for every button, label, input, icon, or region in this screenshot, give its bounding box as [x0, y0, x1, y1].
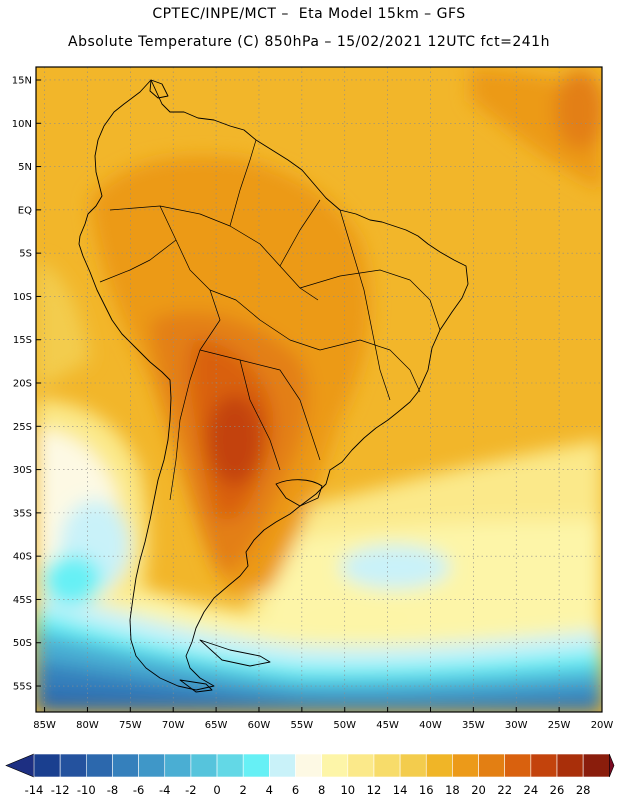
colorbar-box	[138, 753, 166, 778]
colorbar-box	[33, 753, 61, 778]
colorbar-label: -14	[25, 783, 44, 797]
colorbar-under-arrow	[5, 753, 35, 778]
colorbar-box	[86, 753, 113, 778]
lat-label: 5S	[19, 249, 32, 260]
lat-label: 15N	[12, 75, 32, 86]
colorbar-box	[112, 753, 139, 778]
lat-label: 20S	[13, 379, 32, 390]
colorbar-box	[556, 753, 584, 778]
colorbar-label: 4	[266, 783, 273, 797]
colorbar-label: 10	[340, 783, 355, 797]
lon-label: 60W	[248, 720, 271, 731]
colorbar-box	[164, 753, 192, 778]
colorbar-boxes	[5, 753, 615, 778]
colorbar-labels: -14 -12 -10 -8 -6 -4 -2 0 2 4 6 8 10 12 14 16 18 20 22 24 26…	[25, 783, 591, 797]
colorbar-label: -6	[133, 783, 144, 797]
colorbar-box	[216, 753, 244, 778]
lat-label: 50S	[13, 638, 32, 649]
colorbar-label: 6	[292, 783, 299, 797]
lon-label: 40W	[419, 720, 442, 731]
colorbar-label: 16	[419, 783, 434, 797]
colorbar-label: 18	[445, 783, 460, 797]
colorbar-box	[452, 753, 479, 778]
colorbar-label: 26	[550, 783, 565, 797]
colorbar: -14 -12 -10 -8 -6 -4 -2 0 2 4 6 8 10 12 14 16 18 20 22 24 26…	[5, 753, 615, 797]
lat-label: 35S	[13, 508, 32, 519]
longitude-axis: 85W 80W 75W 70W 65W 60W 55W 50W 45W 40W 35W 30W 25W 2…	[33, 707, 613, 731]
coastline	[78, 79, 469, 693]
colorbar-box	[295, 753, 322, 778]
lat-label: 55S	[13, 682, 32, 693]
map-title-line1: CPTEC/INPE/MCT – Eta Model 15km – GFS	[152, 6, 466, 22]
colorbar-box	[399, 753, 427, 778]
colorbar-box	[425, 753, 453, 778]
colorbar-label: -8	[107, 783, 118, 797]
lon-label: 45W	[376, 720, 399, 731]
colorbar-label: 8	[318, 783, 325, 797]
lon-label: 35W	[462, 720, 485, 731]
lon-label: 70W	[162, 720, 185, 731]
colorbar-label: 24	[524, 783, 539, 797]
colorbar-box	[59, 753, 87, 778]
latitude-axis: 15N 10N 5N EQ 5S 10S 15S 20S 25S 30S 35S 40S 45S 50S 5…	[12, 75, 41, 693]
lat-label: 25S	[13, 422, 32, 433]
colorbar-box	[242, 753, 270, 778]
lon-label: 55W	[291, 720, 314, 731]
colorbar-label: -4	[159, 783, 170, 797]
lat-label: 10N	[12, 119, 32, 130]
lon-label: 50W	[333, 720, 356, 731]
colorbar-box	[582, 753, 610, 778]
lat-label: EQ	[18, 205, 32, 216]
colorbar-label: 2	[240, 783, 247, 797]
colorbar-box	[373, 753, 401, 778]
temperature-field	[36, 67, 602, 712]
lat-label: 10S	[13, 292, 32, 303]
colorbar-box	[347, 753, 375, 778]
colorbar-box	[269, 753, 296, 778]
lon-label: 80W	[76, 720, 99, 731]
colorbar-box	[504, 753, 532, 778]
lat-label: 15S	[13, 335, 32, 346]
lat-label: 40S	[13, 552, 32, 563]
colorbar-box	[478, 753, 505, 778]
lon-label: 65W	[205, 720, 228, 731]
lat-label: 5N	[18, 162, 32, 173]
colorbar-box	[530, 753, 558, 778]
colorbar-label: 20	[471, 783, 486, 797]
lon-label: 25W	[548, 720, 571, 731]
lat-label: 30S	[13, 465, 32, 476]
map-frame	[35, 66, 603, 713]
map-title-line2: Absolute Temperature (C) 850hPa – 15/02/…	[68, 34, 550, 50]
colorbar-label: 12	[367, 783, 382, 797]
colorbar-label: 22	[497, 783, 512, 797]
colorbar-label: 28	[576, 783, 591, 797]
lat-label: 45S	[13, 595, 32, 606]
colorbar-over-arrow	[608, 753, 615, 778]
colorbar-box	[321, 753, 349, 778]
lon-label: 30W	[505, 720, 528, 731]
lon-label: 20W	[591, 720, 614, 731]
lon-label: 75W	[119, 720, 142, 731]
lon-label: 85W	[33, 720, 56, 731]
colorbar-box	[190, 753, 218, 778]
colorbar-label: 0	[213, 783, 220, 797]
colorbar-label: -10	[77, 783, 96, 797]
colorbar-label: -12	[51, 783, 70, 797]
colorbar-label: -2	[185, 783, 196, 797]
colorbar-label: 14	[393, 783, 408, 797]
temperature-map: 15N 10N 5N EQ 5S 10S 15S 20S 25S 30S 35S 40S 45S 50S 5…	[12, 66, 613, 731]
